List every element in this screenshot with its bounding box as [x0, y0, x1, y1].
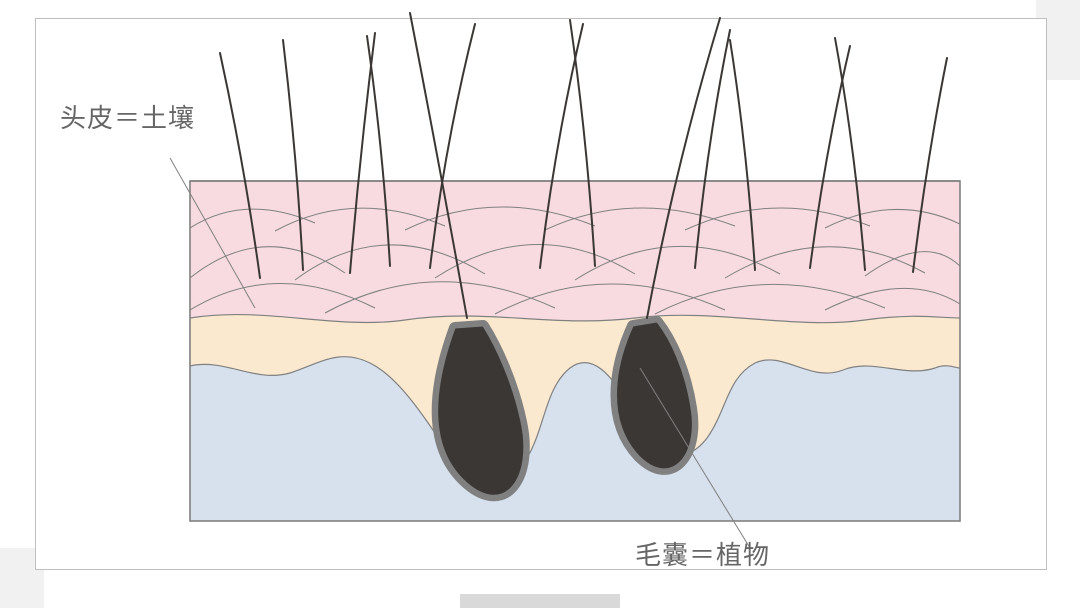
- scroll-hint-bar: [460, 594, 620, 608]
- label-scalp-soil: 头皮＝土壤: [60, 98, 195, 135]
- label-follicle-plant: 毛囊＝植物: [635, 535, 770, 572]
